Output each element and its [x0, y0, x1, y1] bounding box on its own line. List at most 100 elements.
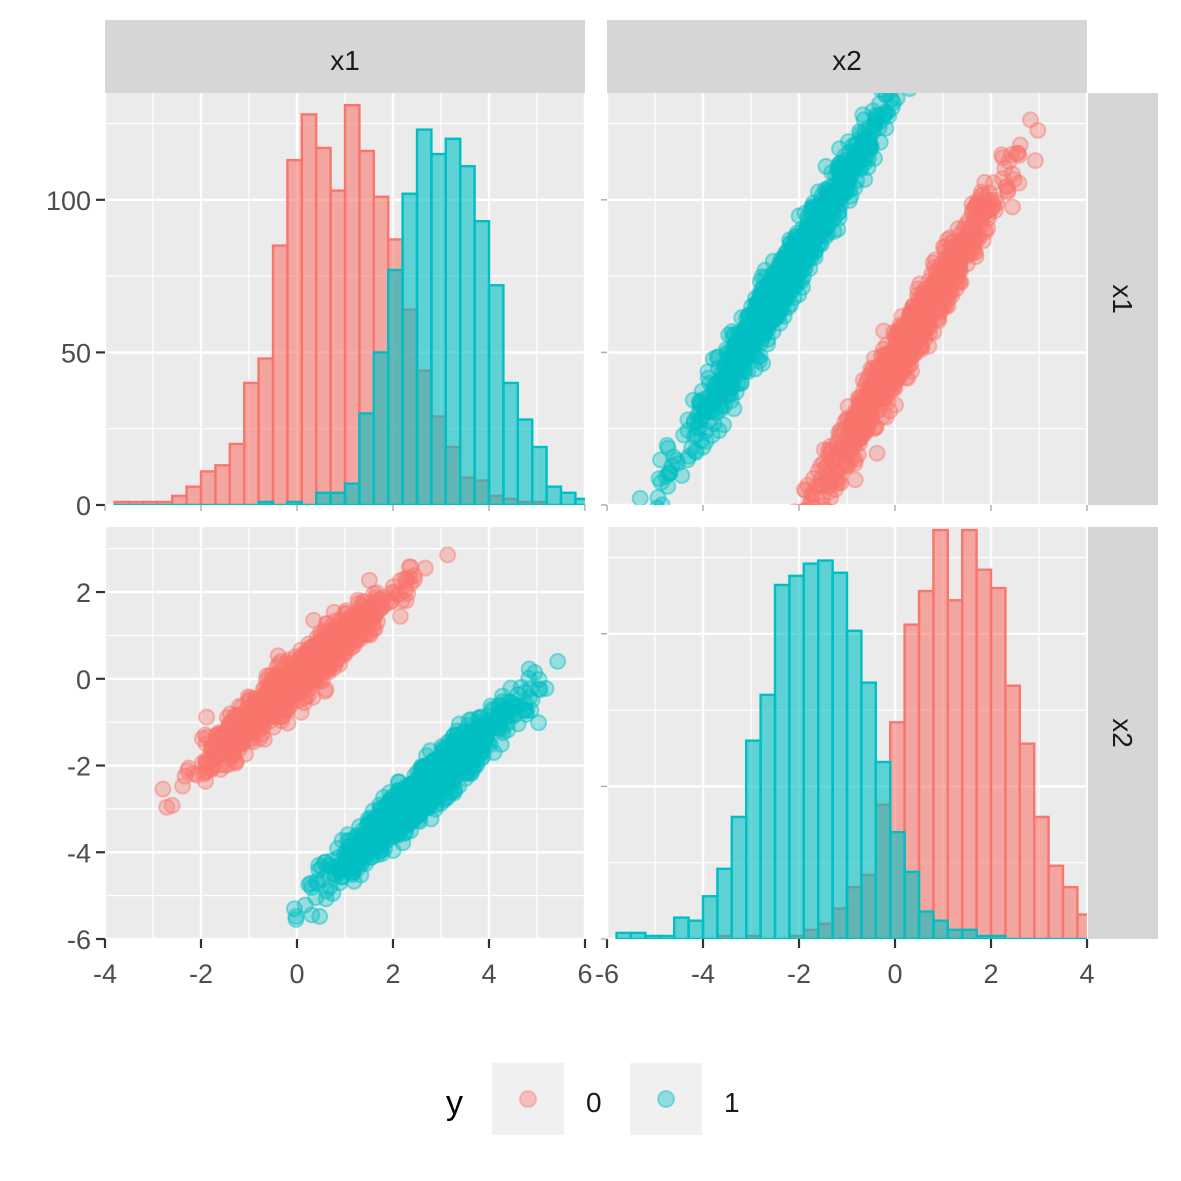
- point-1: [549, 652, 567, 670]
- point-0: [826, 446, 844, 464]
- point-0: [894, 337, 912, 355]
- point-0: [908, 330, 926, 348]
- point-0: [826, 481, 844, 499]
- point-0: [919, 314, 937, 332]
- point-0: [883, 361, 901, 379]
- point-0: [968, 219, 986, 237]
- point-0: [915, 320, 933, 338]
- point-0: [904, 297, 922, 315]
- point-0: [802, 502, 816, 505]
- point-0: [846, 455, 864, 473]
- point-0: [881, 347, 899, 365]
- point-0: [871, 377, 889, 395]
- point-1: [744, 319, 762, 337]
- bar-1-24: [961, 928, 978, 939]
- point-0: [982, 201, 1000, 219]
- point-0: [912, 303, 930, 321]
- point-0: [950, 261, 968, 279]
- point-0: [969, 230, 987, 248]
- point-0: [963, 202, 981, 220]
- point-0: [916, 280, 934, 298]
- point-0: [911, 275, 929, 293]
- point-0: [902, 310, 920, 328]
- point-0: [950, 239, 968, 257]
- point-0: [1010, 147, 1028, 165]
- point-0: [925, 276, 943, 294]
- point-0: [886, 360, 904, 378]
- point-0: [918, 301, 936, 319]
- panel-x2-x1: [105, 527, 585, 939]
- point-0: [836, 420, 854, 438]
- point-0: [912, 319, 930, 337]
- bar-1-17: [860, 681, 878, 939]
- point-0: [891, 362, 909, 380]
- point-0: [932, 269, 950, 287]
- point-0: [888, 349, 906, 367]
- point-1: [754, 324, 772, 342]
- strip-col-x1-label: x1: [330, 45, 360, 76]
- point-1: [693, 382, 711, 400]
- legend-key-0-point: [519, 1090, 537, 1108]
- point-0: [937, 288, 955, 306]
- point-1: [499, 702, 517, 720]
- point-0: [820, 446, 838, 464]
- point-1: [725, 340, 743, 358]
- point-0: [889, 340, 907, 358]
- point-0: [870, 356, 888, 374]
- point-0: [901, 332, 919, 350]
- point-1: [739, 347, 757, 365]
- point-0: [903, 318, 921, 336]
- point-0: [886, 327, 904, 345]
- point-0: [876, 384, 894, 402]
- point-0: [848, 407, 866, 425]
- point-0: [867, 395, 885, 413]
- point-0: [813, 476, 831, 494]
- point-0: [948, 244, 966, 262]
- point-0: [798, 502, 811, 505]
- point-0: [824, 453, 842, 471]
- point-0: [948, 254, 966, 272]
- point-0: [937, 275, 955, 293]
- point-0: [886, 348, 904, 366]
- point-0: [875, 358, 893, 376]
- point-0: [820, 472, 838, 490]
- point-0: [874, 389, 892, 407]
- point-1: [778, 266, 796, 284]
- point-0: [932, 269, 950, 287]
- point-0: [971, 205, 989, 223]
- point-0: [899, 317, 917, 335]
- point-0: [886, 380, 904, 398]
- point-0: [911, 315, 929, 333]
- point-0: [920, 272, 938, 290]
- point-0: [893, 338, 911, 356]
- point-0: [907, 302, 925, 320]
- point-0: [872, 347, 890, 365]
- point-1: [795, 248, 813, 266]
- point-0: [939, 265, 957, 283]
- point-0: [942, 281, 960, 299]
- point-0: [966, 198, 984, 216]
- point-1: [731, 351, 749, 369]
- strip-row-x2: x2: [1088, 527, 1158, 939]
- bar-0-30: [1047, 864, 1065, 939]
- point-1: [767, 264, 785, 282]
- point-0: [1029, 121, 1047, 139]
- point-0: [943, 239, 961, 257]
- point-0: [902, 327, 920, 345]
- point-1: [790, 263, 808, 281]
- point-0: [832, 421, 850, 439]
- point-0: [927, 262, 945, 280]
- point-0: [901, 313, 919, 331]
- point-0: [868, 389, 886, 407]
- point-0: [896, 349, 914, 367]
- series-1-x1-x2: [631, 93, 918, 505]
- point-0: [944, 254, 962, 272]
- point-0: [819, 456, 837, 474]
- point-0: [864, 380, 882, 398]
- point-0: [854, 405, 872, 423]
- point-0: [952, 238, 970, 256]
- point-0: [929, 300, 947, 318]
- point-0: [941, 271, 959, 289]
- point-0: [905, 325, 923, 343]
- bar-0-15: [329, 189, 347, 505]
